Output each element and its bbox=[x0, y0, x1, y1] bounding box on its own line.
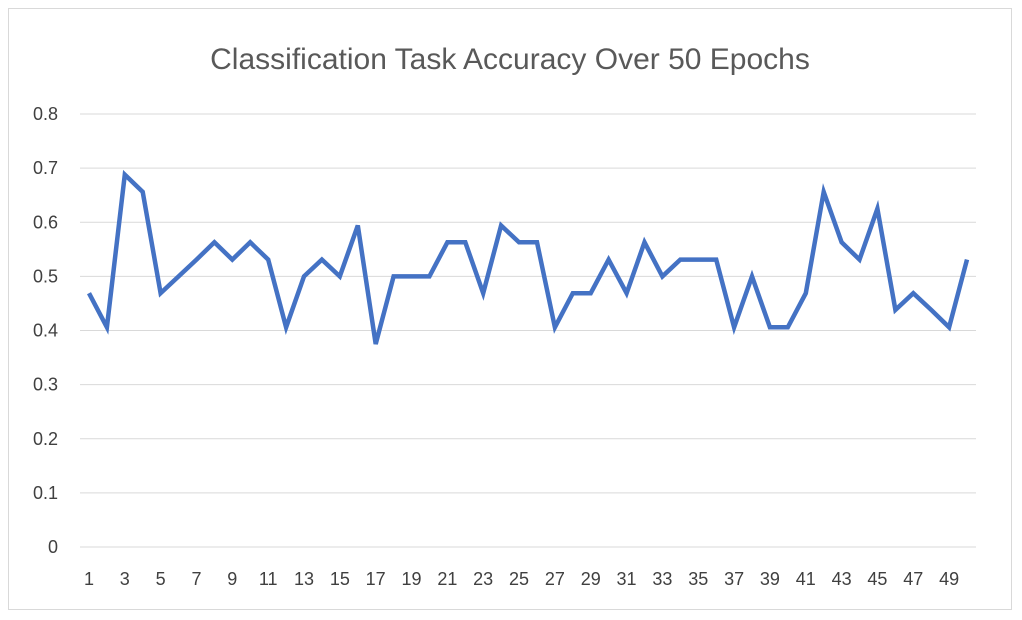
x-tick-label: 31 bbox=[617, 569, 637, 589]
x-tick-label: 21 bbox=[437, 569, 457, 589]
y-tick-label: 0 bbox=[48, 537, 58, 557]
x-tick-label: 35 bbox=[688, 569, 708, 589]
series-line-0 bbox=[87, 169, 970, 345]
x-tick-label: 47 bbox=[903, 569, 923, 589]
y-tick-label: 0.3 bbox=[33, 375, 58, 395]
x-tick-label: 25 bbox=[509, 569, 529, 589]
x-tick-label: 9 bbox=[227, 569, 237, 589]
y-tick-label: 0.5 bbox=[33, 266, 58, 286]
y-tick-label: 0.4 bbox=[33, 321, 58, 341]
x-tick-label: 33 bbox=[652, 569, 672, 589]
x-tick-label: 49 bbox=[939, 569, 959, 589]
x-tick-label: 23 bbox=[473, 569, 493, 589]
x-tick-label: 27 bbox=[545, 569, 565, 589]
x-tick-label: 17 bbox=[366, 569, 386, 589]
x-tick-label: 1 bbox=[84, 569, 94, 589]
x-tick-label: 11 bbox=[259, 569, 278, 589]
chart-title: Classification Task Accuracy Over 50 Epo… bbox=[210, 43, 810, 76]
x-tick-label: 7 bbox=[191, 569, 201, 589]
y-tick-label: 0.7 bbox=[33, 158, 58, 178]
y-tick-label: 0.1 bbox=[33, 483, 58, 503]
x-tick-label: 29 bbox=[581, 569, 601, 589]
x-tick-label: 15 bbox=[330, 569, 350, 589]
x-tick-label: 41 bbox=[796, 569, 816, 589]
y-tick-label: 0.8 bbox=[33, 104, 58, 124]
x-tick-label: 3 bbox=[120, 569, 130, 589]
x-tick-label: 37 bbox=[724, 569, 744, 589]
x-tick-label: 13 bbox=[294, 569, 314, 589]
x-tick-label: 43 bbox=[832, 569, 852, 589]
chart-frame: Classification Task Accuracy Over 50 Epo… bbox=[8, 8, 1012, 610]
y-tick-label: 0.2 bbox=[33, 429, 58, 449]
x-tick-label: 45 bbox=[867, 569, 887, 589]
y-tick-label: 0.6 bbox=[33, 212, 58, 232]
x-tick-label: 5 bbox=[156, 569, 166, 589]
x-tick-label: 39 bbox=[760, 569, 780, 589]
x-tick-label: 19 bbox=[402, 569, 422, 589]
